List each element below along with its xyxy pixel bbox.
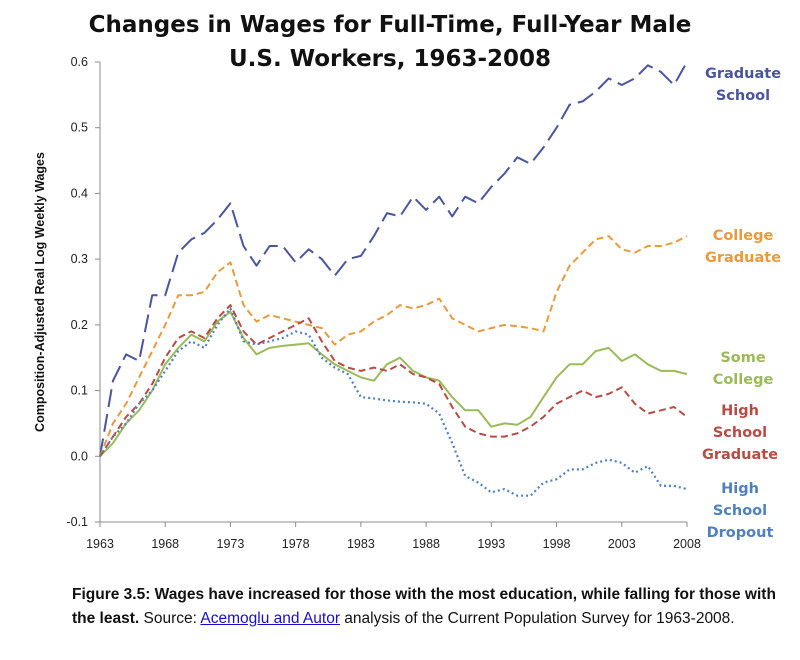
x-tick-label: 1993 xyxy=(477,537,505,551)
x-tick-label: 1983 xyxy=(347,537,375,551)
series-labels: Graduate School College Graduate Some College… xyxy=(702,66,781,541)
source-link[interactable]: Acemoglu and Autor xyxy=(200,610,340,627)
series-label: Graduate xyxy=(705,250,781,266)
y-tick-label: 0.0 xyxy=(71,449,88,463)
series-line-college-graduate xyxy=(99,235,688,457)
x-tick-label: 1968 xyxy=(151,537,179,551)
series-label: College xyxy=(713,228,774,244)
chart-title-line-1: Changes in Wages for Full-Time, Full-Yea… xyxy=(88,12,692,38)
y-tick-label: 0.2 xyxy=(71,318,88,332)
series-label: Graduate xyxy=(705,66,781,82)
series-line-graduate-school xyxy=(99,61,688,457)
y-axis-title: Composition-Adjusted Real Log Weekly Wag… xyxy=(33,152,47,432)
figure-caption: Figure 3.5: Wages have increased for tho… xyxy=(72,583,787,631)
chart-title-line-2: U.S. Workers, 1963-2008 xyxy=(228,46,552,72)
chart-title: Changes in Wages for Full-Time, Full-Yea… xyxy=(60,8,720,76)
series-label: School xyxy=(713,425,767,441)
x-tick-label: 1998 xyxy=(543,537,571,551)
line-chart: -0.1 0.0 0.1 0.2 0.3 0.4 0.5 0.6 1963 1968 1973 197… xyxy=(33,55,781,551)
series-line-high-school-graduate xyxy=(99,304,688,457)
series-label: College xyxy=(713,372,774,388)
series-label: School xyxy=(713,503,767,519)
y-tick-label: 0.6 xyxy=(71,55,88,69)
x-tick-label: 1988 xyxy=(412,537,440,551)
x-tick-label: 1978 xyxy=(282,537,310,551)
series-label: School xyxy=(716,88,770,104)
x-tick-label: 1963 xyxy=(86,537,114,551)
series-label: Some xyxy=(720,350,766,366)
y-tick-label: 0.5 xyxy=(71,121,88,135)
series-label: High xyxy=(721,403,759,419)
series-label: High xyxy=(721,481,759,497)
caption-source-prefix: Source: xyxy=(139,610,201,627)
axes: -0.1 0.0 0.1 0.2 0.3 0.4 0.5 0.6 1963 1968 1973 197… xyxy=(33,55,701,551)
x-tick-label: 2003 xyxy=(608,537,636,551)
series-lines xyxy=(99,61,688,497)
series-label: Graduate xyxy=(702,447,778,463)
x-tick-label: 1973 xyxy=(217,537,245,551)
series-line-some-college xyxy=(99,310,688,458)
y-tick-label: 0.3 xyxy=(71,252,88,266)
y-tick-label: -0.1 xyxy=(66,515,88,529)
series-label: Dropout xyxy=(707,525,774,541)
caption-bold-text: Figure 3.5: Wages have increased for tho… xyxy=(72,586,776,627)
y-tick-label: 0.1 xyxy=(71,384,88,398)
series-line-high-school-dropout xyxy=(99,307,688,497)
caption-source-suffix: analysis of the Current Population Surve… xyxy=(339,610,735,627)
y-tick-label: 0.4 xyxy=(71,186,88,200)
x-tick-label: 2008 xyxy=(673,537,701,551)
